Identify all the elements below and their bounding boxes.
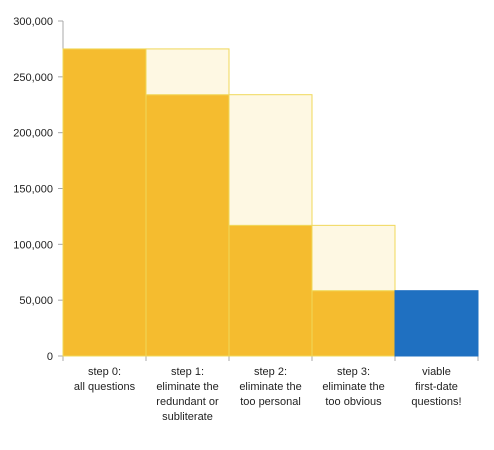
y-tick-label: 0 bbox=[47, 351, 53, 363]
x-category-label: step 1: eliminate the redundant or subliter… bbox=[156, 366, 219, 423]
x-category-label: step 3: eliminate the too obvious bbox=[322, 366, 384, 408]
x-axis-category-labels: step 0: all questions step 1: eliminate the… bbox=[74, 366, 462, 423]
remaining-bar bbox=[311, 290, 396, 357]
eliminated-bar bbox=[311, 224, 396, 292]
x-category-label: step 0: all questions bbox=[74, 366, 136, 393]
remaining-bar bbox=[145, 94, 230, 357]
final-bar bbox=[394, 290, 479, 357]
y-tick-label: 200,000 bbox=[13, 128, 53, 140]
y-tick-label: 50,000 bbox=[19, 295, 53, 307]
x-category-label: step 2: eliminate the too personal bbox=[239, 366, 301, 408]
remaining-bar bbox=[62, 48, 147, 357]
eliminated-bar bbox=[228, 94, 313, 226]
y-tick-label: 250,000 bbox=[13, 72, 53, 84]
x-category-label: viable first-date questions! bbox=[411, 366, 461, 408]
remaining-bar bbox=[228, 224, 313, 357]
eliminated-bar bbox=[145, 48, 230, 96]
y-tick-label: 150,000 bbox=[13, 184, 53, 196]
y-axis-tick-labels: 0 50,000 100,000 150,000 200,000 250,000 300,0… bbox=[13, 16, 53, 363]
y-tick-label: 300,000 bbox=[13, 16, 53, 28]
chart-bars bbox=[62, 48, 479, 357]
y-tick-label: 100,000 bbox=[13, 239, 53, 251]
